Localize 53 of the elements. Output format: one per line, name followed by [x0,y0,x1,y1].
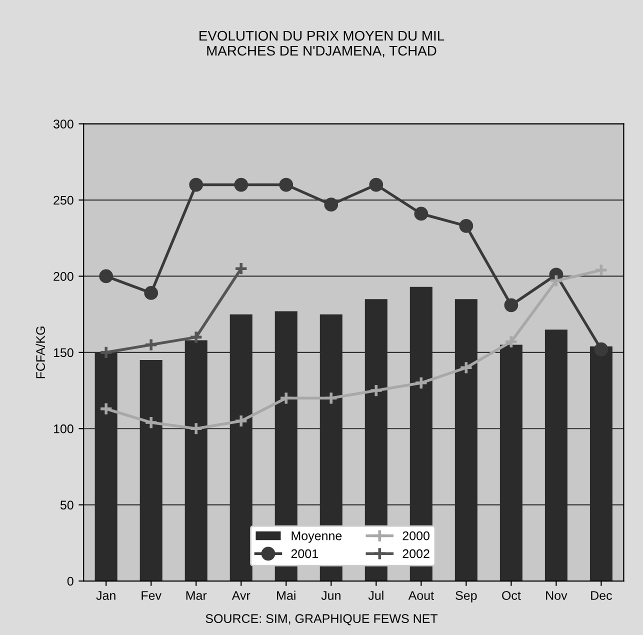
point [324,391,338,406]
point [189,422,204,436]
point [99,345,114,360]
point [144,416,158,430]
y-tick-label: 50 [60,500,74,510]
x-tick-label: Jul [368,590,384,600]
point [99,269,114,284]
x-tick-label: Jan [96,591,116,600]
x-tick-label: Jun [321,591,340,600]
point [189,178,204,192]
x-tick-label: Nov [546,591,568,600]
x-tick-label: Aout [408,591,434,600]
y-tick-label: 200 [54,272,74,281]
x-tick-label: Mai [277,590,296,600]
x-tick-label: Avr [232,591,250,600]
x-tick-label: Sep [456,591,477,602]
x-tick-label: Oct [502,591,521,600]
y-tick-label: 250 [54,196,74,205]
legend-label: 2000 [402,531,430,540]
point [234,414,248,428]
source-note: SOURCE: SIM, GRAPHIQUE FEWS NET [206,614,438,626]
point [99,402,114,416]
x-tick-label: Dec [591,591,612,600]
y-tick-label: 150 [54,348,74,358]
point [279,178,294,192]
point [234,178,248,192]
y-tick-label: 300 [53,120,74,128]
legend-label: 2001 [291,549,318,558]
y-axis-title: FCFA/KG [36,326,45,378]
legend-label: 2002 [402,549,430,558]
point [369,384,384,398]
y-tick-label: 0 [67,576,74,586]
point [279,391,294,406]
point [504,334,518,349]
point [144,286,158,300]
legend-label: Moyenne [292,532,342,543]
point [369,178,384,192]
point [459,360,474,375]
chart-title: EVOLUTION DU PRIX MOYEN DU MIL MARCHES DE N'DJAMENA, TCHAD [200,30,444,58]
point [234,262,248,276]
point [144,338,158,352]
point [324,198,338,212]
point [504,298,518,312]
x-tick-label: Mar [186,591,207,600]
point [189,330,204,344]
point [414,376,428,390]
point [414,206,428,221]
point [549,274,564,288]
point [594,342,608,356]
y-tick-label: 100 [54,424,74,434]
point [459,218,474,233]
point [594,263,608,278]
x-tick-label: Fev [142,591,162,600]
